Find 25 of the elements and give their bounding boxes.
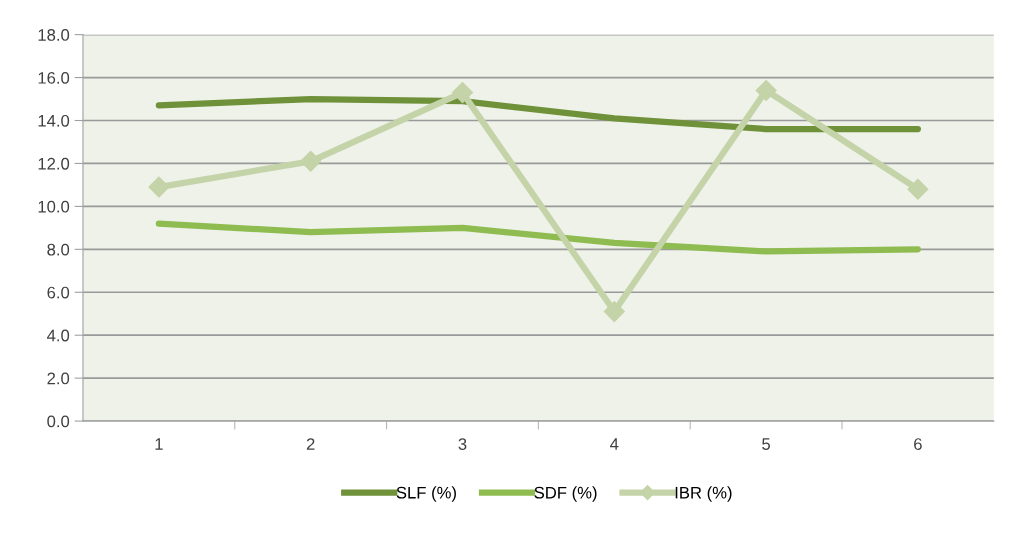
y-tick-label: 12.0 — [38, 157, 70, 170]
y-tick-label: 14.0 — [38, 114, 70, 127]
y-tick-label: 8.0 — [47, 243, 70, 256]
legend-label: SDF (%) — [534, 486, 597, 502]
point — [300, 150, 322, 172]
legend-label: SLF (%) — [396, 486, 456, 502]
y-tick-label: 16.0 — [38, 71, 70, 84]
x-tick-label: 4 — [610, 438, 619, 450]
x-tick-label: 5 — [762, 438, 771, 450]
y-tick-label: 2.0 — [47, 372, 70, 385]
x-tick-label: 2 — [306, 438, 315, 450]
legend-label: IBR (%) — [675, 486, 732, 502]
point — [451, 82, 473, 104]
x-tick-label: 3 — [458, 438, 467, 450]
x-tick-label: 6 — [914, 438, 922, 450]
y-tick-label: 10.0 — [38, 200, 70, 213]
y-tick-label: 0.0 — [47, 415, 70, 428]
y-tick-label: 6.0 — [47, 286, 70, 299]
point — [148, 176, 170, 198]
x-tick-label: 1 — [155, 438, 163, 450]
y-tick-label: 18.0 — [38, 29, 70, 41]
point — [755, 79, 777, 101]
point — [907, 178, 929, 200]
point — [603, 301, 625, 323]
y-tick-label: 4.0 — [47, 329, 70, 342]
